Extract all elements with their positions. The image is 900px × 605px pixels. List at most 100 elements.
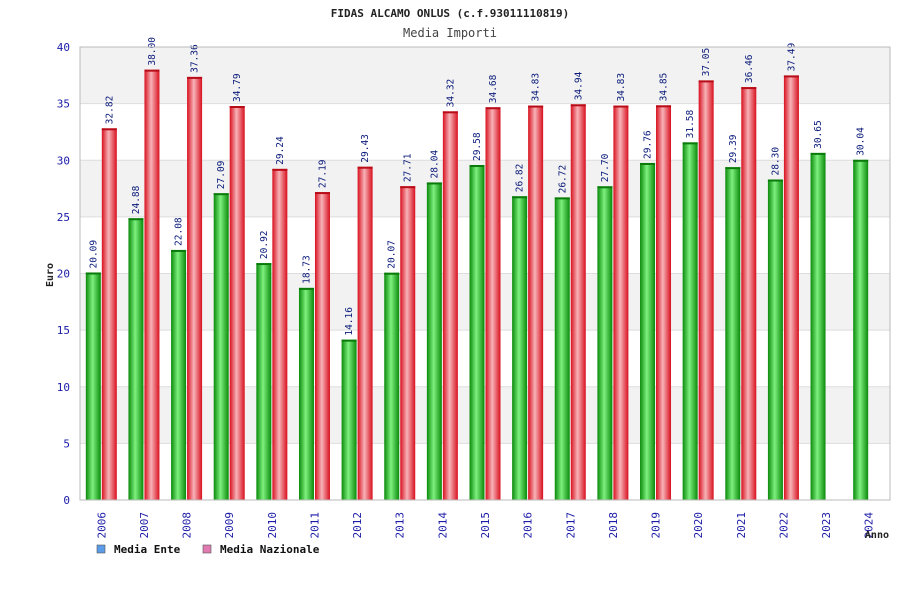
bar-media-nazionale <box>272 168 288 500</box>
bar-media-ente <box>597 186 613 501</box>
bar-cap <box>101 128 117 131</box>
bar-media-nazionale <box>101 128 117 500</box>
value-label-media-ente: 30.04 <box>856 127 867 156</box>
bar-cap <box>171 249 187 252</box>
y-tick-label: 40 <box>57 41 70 54</box>
plot-frame <box>79 46 891 501</box>
value-labels: 20.09 24.88 22.08 27.09 20.92 18.73 14.16 20.07… <box>88 37 866 336</box>
value-label-media-nazionale: 34.32 <box>445 79 456 108</box>
bar-media-ente <box>810 152 826 501</box>
value-label-media-nazionale: 34.83 <box>616 73 627 102</box>
x-tick-label: 2013 <box>394 512 407 539</box>
x-tick-label: 2020 <box>692 512 705 539</box>
bar-media-nazionale <box>656 105 672 500</box>
x-axis-label: Anno <box>865 530 889 541</box>
value-label-media-nazionale: 37.36 <box>190 44 201 73</box>
bar-cap <box>469 165 485 168</box>
bar-cap <box>682 142 698 145</box>
bar-cap <box>298 287 314 290</box>
value-label-media-ente: 28.04 <box>429 150 440 179</box>
bar-cap <box>256 263 272 266</box>
value-label-media-nazionale: 29.24 <box>275 136 286 165</box>
bar-cap <box>640 162 656 165</box>
bar-cap <box>384 272 400 275</box>
bar-cap <box>426 182 442 185</box>
bar-media-nazionale <box>570 104 586 500</box>
legend-label-media-nazionale: Media Nazionale <box>220 543 320 556</box>
y-tick-label: 30 <box>57 154 70 167</box>
x-tick-label: 2009 <box>223 512 236 539</box>
bar-cap <box>767 179 783 182</box>
bar-media-nazionale <box>485 107 501 501</box>
bar-cap <box>810 152 826 155</box>
x-tick-label: 2016 <box>522 512 535 539</box>
bar-media-nazionale <box>783 75 799 500</box>
bar-cap <box>853 159 869 162</box>
x-tick-label: 2022 <box>777 512 790 539</box>
bar-media-ente <box>256 263 272 500</box>
bar-cap <box>229 106 245 109</box>
bar-cap <box>613 105 629 108</box>
y-tick-label: 0 <box>63 494 70 507</box>
y-tick-label: 15 <box>57 324 70 337</box>
x-tick-label: 2014 <box>436 512 449 539</box>
bar-media-ente <box>853 159 869 500</box>
bar-media-nazionale <box>613 105 629 501</box>
value-label-media-ente: 24.88 <box>131 185 142 214</box>
bar-media-ente <box>171 249 187 500</box>
value-label-media-nazionale: 27.19 <box>317 159 328 188</box>
bar-cap <box>597 186 613 189</box>
chart-title: FIDAS ALCAMO ONLUS (c.f.93011110819) <box>331 7 569 20</box>
value-label-media-nazionale: 27.71 <box>403 153 414 182</box>
x-tick-label: 2011 <box>308 512 321 539</box>
value-label-media-ente: 29.76 <box>643 130 654 159</box>
value-label-media-ente: 28.30 <box>770 147 781 176</box>
x-tick-label: 2017 <box>564 512 577 539</box>
bar-cap <box>272 168 288 171</box>
bar-cap <box>144 69 160 72</box>
x-tick-label: 2018 <box>607 512 620 539</box>
value-label-media-nazionale: 34.68 <box>488 74 499 103</box>
value-label-media-ente: 20.09 <box>88 240 99 269</box>
bar-media-ente <box>640 162 656 500</box>
legend-label-media-ente: Media Ente <box>114 543 181 556</box>
x-tick-label: 2021 <box>735 512 748 539</box>
bar-cap <box>442 111 458 114</box>
bar-media-nazionale <box>229 106 245 501</box>
value-label-media-ente: 27.70 <box>600 153 611 182</box>
x-tick-label: 2019 <box>650 512 663 539</box>
axes: 0 5 10 15 20 25 30 35 40 2006 2007 2008 2009 2010 2011… <box>57 41 891 539</box>
bar-media-nazionale <box>314 192 330 501</box>
bar-cap <box>341 339 357 342</box>
bar-media-nazionale <box>741 87 757 500</box>
y-tick-label: 10 <box>57 381 70 394</box>
value-label-media-nazionale: 37.49 <box>786 43 797 72</box>
value-label-media-nazionale: 34.83 <box>531 73 542 102</box>
x-tick-label: 2007 <box>138 512 151 539</box>
bar-cap <box>656 105 672 108</box>
value-label-media-nazionale: 37.05 <box>701 48 712 77</box>
x-tick-label: 2010 <box>266 512 279 539</box>
value-label-media-ente: 20.92 <box>259 230 270 259</box>
legend-swatch-media-ente <box>96 544 106 554</box>
x-tick-label: 2006 <box>95 512 108 539</box>
bars <box>85 69 869 501</box>
bar-media-nazionale <box>357 166 373 500</box>
value-label-media-nazionale: 32.82 <box>104 96 115 125</box>
bar-media-ente <box>725 167 741 500</box>
legend-swatch-media-nazionale <box>202 544 212 554</box>
y-tick-label: 25 <box>57 211 70 224</box>
bar-media-nazionale <box>400 186 416 500</box>
bar-cap <box>187 76 203 79</box>
value-label-media-ente: 30.65 <box>813 120 824 149</box>
bar-cap <box>783 75 799 78</box>
bar-media-nazionale <box>187 76 203 500</box>
bar-media-ente <box>682 142 698 500</box>
bar-cap <box>400 186 416 189</box>
value-label-media-nazionale: 34.79 <box>232 73 243 102</box>
legend: Media Ente Media Nazionale <box>96 543 320 556</box>
bar-cap <box>357 166 373 169</box>
bar-media-ente <box>512 196 528 501</box>
bar-media-ente <box>85 272 101 500</box>
